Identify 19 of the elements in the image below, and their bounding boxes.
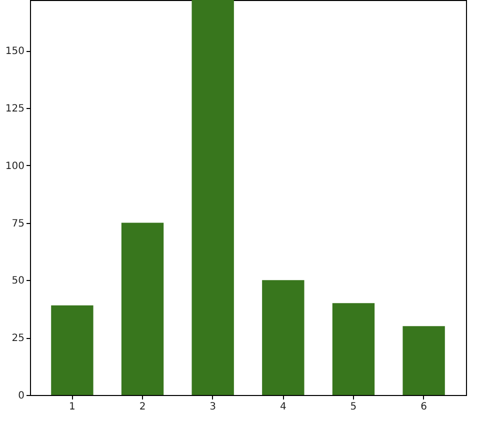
y-tick-label: 150 [5, 46, 24, 58]
bar [262, 280, 304, 395]
bar [402, 326, 445, 395]
x-tick-label: 1 [69, 402, 76, 412]
y-tick-label: 75 [12, 218, 24, 230]
bar [332, 303, 375, 395]
x-tick-label: 5 [350, 402, 357, 412]
x-tick-label: 3 [210, 402, 216, 412]
y-tick-label: 25 [12, 333, 24, 344]
x-tick-label: 2 [139, 402, 146, 412]
bar [51, 305, 94, 395]
bar [192, 0, 234, 395]
bar [121, 222, 164, 395]
y-tick-label: 0 [18, 390, 24, 402]
x-tick-label: 4 [280, 402, 286, 412]
y-tick-label: 125 [5, 103, 24, 114]
y-tick-label: 50 [12, 276, 24, 287]
y-tick-label: 100 [5, 160, 24, 172]
x-tick-label: 6 [420, 402, 427, 412]
